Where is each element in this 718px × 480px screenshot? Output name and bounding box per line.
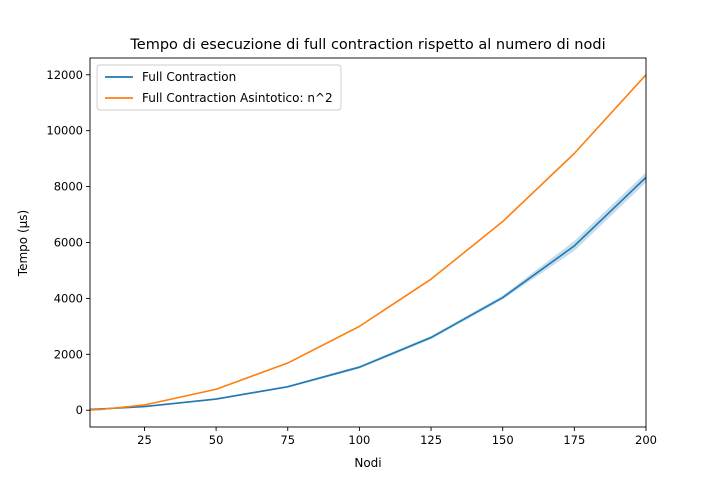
y-axis-label: Tempo (µs) (16, 210, 30, 277)
x-tick-label: 200 (635, 433, 657, 447)
series-2-line (90, 74, 646, 411)
y-tick-label: 12000 (46, 68, 83, 82)
x-tick-label: 100 (348, 433, 370, 447)
x-tick-label: 125 (420, 433, 442, 447)
y-tick-label: 6000 (54, 236, 83, 250)
legend-entry-label: Full Contraction (142, 70, 236, 84)
x-tick-label: 75 (280, 433, 295, 447)
y-tick-label: 8000 (54, 180, 83, 194)
axes: 25 50 75 100 125 150 175 2000200040006000800010… (46, 57, 657, 447)
series-1-confidence-band (90, 172, 646, 410)
x-tick-label: 175 (563, 433, 585, 447)
series-group (90, 74, 646, 411)
x-tick-label: 25 (137, 433, 152, 447)
y-tick-label: 10000 (46, 124, 83, 138)
legend: Full Contraction Full Contraction Asintot… (96, 64, 342, 111)
legend-box (96, 64, 342, 111)
y-tick-label: 4000 (54, 291, 83, 305)
x-tick-label: 150 (492, 433, 514, 447)
x-axis-label: Nodi (354, 456, 381, 470)
legend-entry-label: Full Contraction Asintotico: n^2 (142, 91, 333, 105)
chart-title: Tempo di esecuzione di full contraction … (129, 37, 605, 53)
y-tick-label: 2000 (54, 347, 83, 361)
plot-area (90, 74, 646, 411)
x-tick-label: 50 (209, 433, 224, 447)
y-tick-label: 0 (76, 403, 83, 417)
